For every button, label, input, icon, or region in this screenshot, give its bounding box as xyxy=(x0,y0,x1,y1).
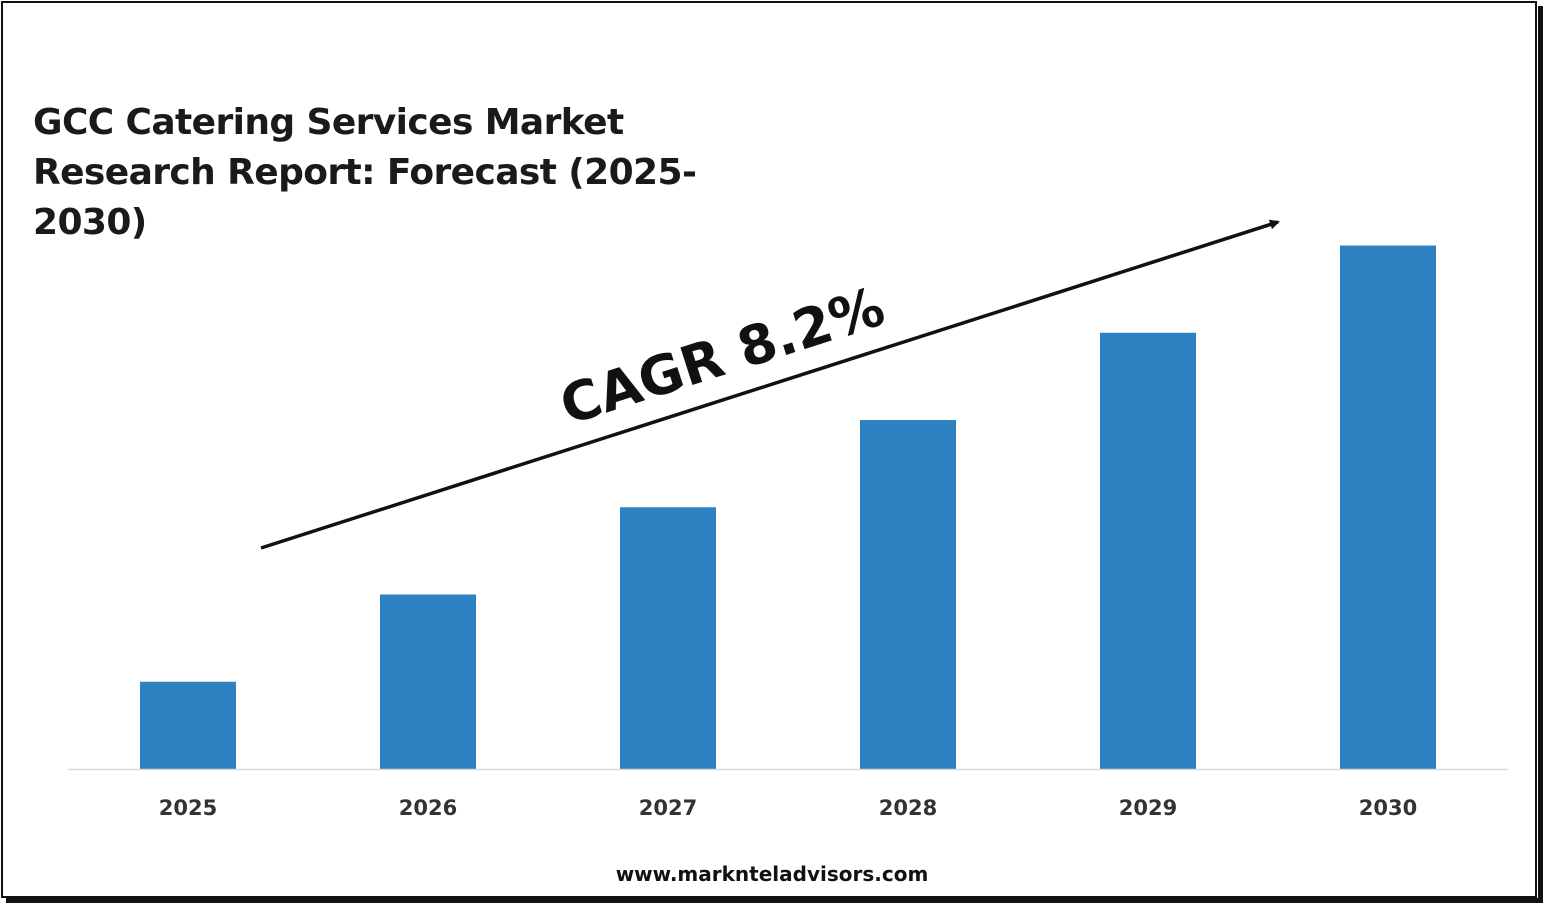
cagr-annotation: CAGR 8.2% xyxy=(553,275,892,438)
bar-2025 xyxy=(140,682,236,769)
bar-2028 xyxy=(860,420,956,769)
x-tick-label-2025: 2025 xyxy=(159,796,217,820)
website-footer: www.marknteladvisors.com xyxy=(0,862,1544,886)
bar-2027 xyxy=(620,507,716,769)
x-tick-label-2030: 2030 xyxy=(1359,796,1417,820)
bar-chart: 2025 2026 2027 2028 2029 2030 CAGR 8.2% xyxy=(0,0,1544,905)
x-tick-label-2027: 2027 xyxy=(639,796,697,820)
bar-2030 xyxy=(1340,246,1436,769)
x-tick-label-2026: 2026 xyxy=(399,796,457,820)
x-tick-label-2029: 2029 xyxy=(1119,796,1177,820)
bar-2026 xyxy=(380,595,476,769)
bar-2029 xyxy=(1100,333,1196,769)
x-tick-labels: 2025 2026 2027 2028 2029 2030 xyxy=(159,796,1417,820)
x-tick-label-2028: 2028 xyxy=(879,796,937,820)
